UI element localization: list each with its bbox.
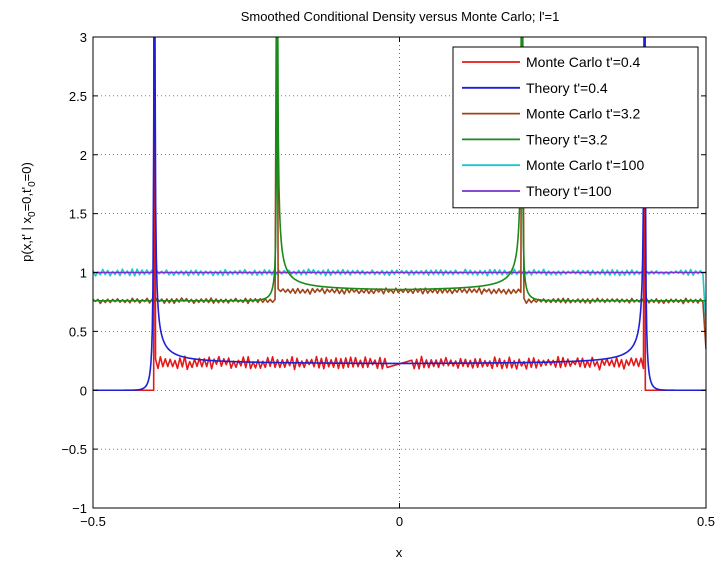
y-tick-label-5: 1.5 [69, 207, 87, 222]
y-tick-label-2: 0 [80, 383, 87, 398]
x-tick-label-1: 0 [396, 514, 403, 529]
legend: Monte Carlo t'=0.4 Theory t'=0.4 Monte Car… [452, 46, 699, 209]
x-tick-label-0: −0.5 [80, 514, 106, 529]
legend-box [452, 46, 699, 209]
y-axis-label-sub-2: 0 [27, 181, 38, 187]
plot-area [93, 37, 706, 392]
y-tick-label-7: 2.5 [69, 89, 87, 104]
y-tick-label-6: 2 [80, 148, 87, 163]
legend-label-1: Theory t'=0.4 [526, 80, 608, 96]
chart-title: Smoothed Conditional Density versus Mont… [241, 9, 560, 24]
y-axis-label-part-b: =0,t' [19, 187, 34, 212]
y-tick-label-4: 1 [80, 266, 87, 281]
series-line-4 [93, 268, 706, 326]
x-tick-label-2: 0.5 [697, 514, 715, 529]
legend-label-5: Theory t'=100 [526, 183, 612, 199]
y-tick-label-8: 3 [80, 30, 87, 45]
legend-label-2: Monte Carlo t'=3.2 [526, 106, 641, 122]
grid [93, 37, 706, 508]
y-tick-label-0: −1 [72, 501, 87, 516]
x-axis-label: x [396, 545, 403, 560]
series-line-1 [93, 37, 706, 392]
y-axis-label-sub-1: 0 [27, 211, 38, 217]
series-line-2 [93, 37, 706, 350]
y-tick-label-3: 0.5 [69, 324, 87, 339]
y-axis-label: p(x,t' | x0=0,t'0=0) [19, 162, 38, 262]
y-axis-label-part-a: p(x,t' | x [19, 216, 34, 261]
series-line-3 [93, 37, 706, 302]
legend-label-4: Monte Carlo t'=100 [526, 157, 644, 173]
y-tick-label-1: −0.5 [61, 442, 87, 457]
y-axis-label-part-c: =0) [19, 162, 34, 181]
ticks: −0.5 0 0.5−1−0.500.511.522.53 [61, 30, 715, 529]
legend-label-3: Theory t'=3.2 [526, 131, 608, 147]
legend-label-0: Monte Carlo t'=0.4 [526, 54, 641, 70]
